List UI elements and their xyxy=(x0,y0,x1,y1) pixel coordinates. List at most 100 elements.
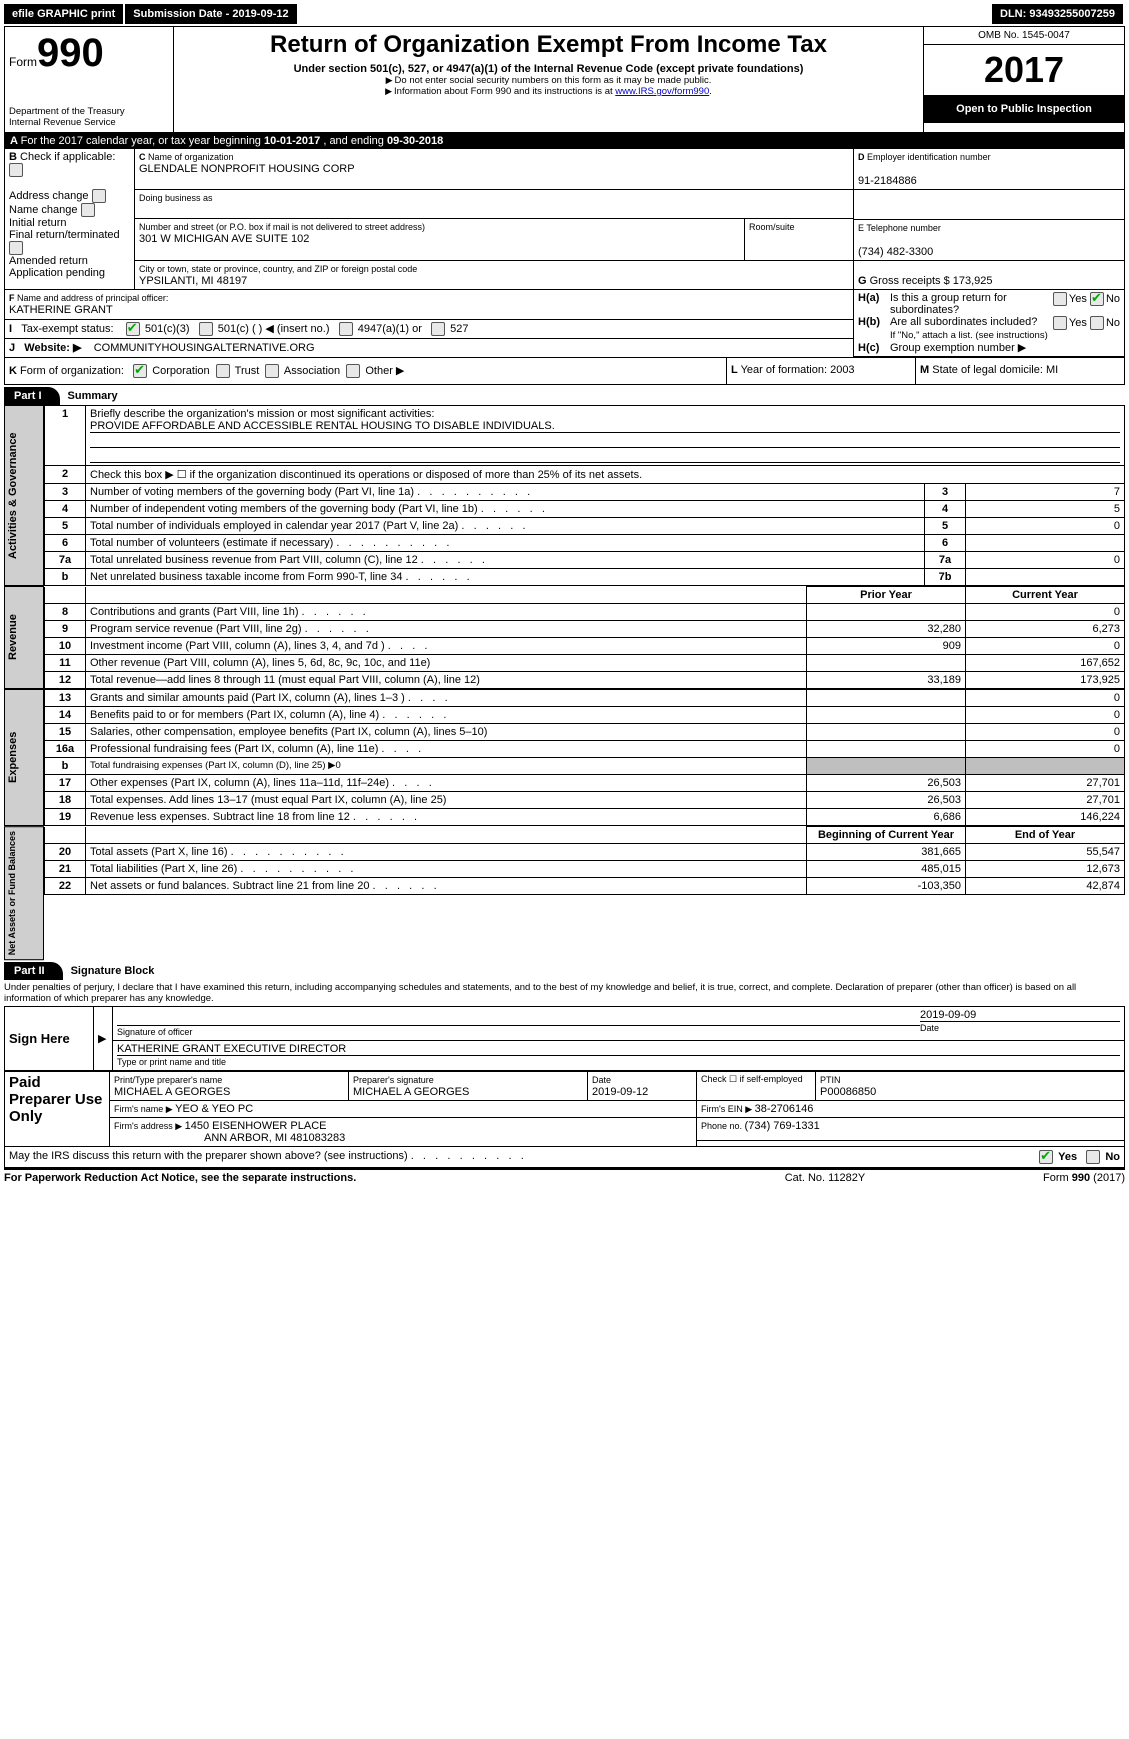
opt-trust: Trust xyxy=(235,365,260,377)
website-value: COMMUNITYHOUSINGALTERNATIVE.ORG xyxy=(94,342,315,354)
section-c-name: C Name of organization GLENDALE NONPROFI… xyxy=(135,149,854,190)
firm-name-label: Firm's name ▶ xyxy=(114,1104,175,1114)
sign-here-label: Sign Here xyxy=(5,1007,94,1071)
app-pending-row: Application pending xyxy=(9,267,130,279)
opt-501c3: 501(c)(3) xyxy=(145,323,190,335)
table-row: 22Net assets or fund balances. Subtract … xyxy=(45,878,1125,895)
h-a-label: Is this a group return for subordinates? xyxy=(890,292,1053,316)
table-row: 3Number of voting members of the governi… xyxy=(45,484,1125,501)
entity-info-grid: B Check if applicable: Address change Na… xyxy=(4,149,1125,358)
no-label-2: No xyxy=(1106,317,1120,329)
org-name-value: GLENDALE NONPROFIT HOUSING CORP xyxy=(139,163,355,175)
l16a-curr: 0 xyxy=(966,741,1125,758)
l7b-val xyxy=(966,569,1125,586)
l4-val: 5 xyxy=(966,501,1125,518)
l6-box: 6 xyxy=(925,535,966,552)
name-change-checkbox[interactable] xyxy=(81,203,95,217)
section-g: G Gross receipts $ 173,925 xyxy=(854,261,1124,290)
officer-name-value: KATHERINE GRANT EXECUTIVE DIRECTOR xyxy=(117,1043,1120,1056)
vlabel-activities: Activities & Governance xyxy=(4,405,44,586)
l7a-box: 7a xyxy=(925,552,966,569)
line2-text: Check this box ▶ ☐ if the organization d… xyxy=(86,466,1125,484)
street-value: 301 W MICHIGAN AVE SUITE 102 xyxy=(139,233,309,245)
l20-curr: 55,547 xyxy=(966,844,1125,861)
501c3-checkbox[interactable] xyxy=(126,322,140,336)
final-return-checkbox[interactable] xyxy=(9,241,23,255)
section-klm: K Form of organization: Corporation Trus… xyxy=(4,358,1125,385)
summary-revenue: Revenue Prior Year Current Year 8Contrib… xyxy=(4,586,1125,689)
part-i-tab: Part I xyxy=(4,387,60,405)
addr-change-checkbox[interactable] xyxy=(92,189,106,203)
trust-checkbox[interactable] xyxy=(216,364,230,378)
l12-prior: 33,189 xyxy=(807,672,966,689)
l7b-box: 7b xyxy=(925,569,966,586)
l13-text: Grants and similar amounts paid (Part IX… xyxy=(90,692,405,704)
l15-text: Salaries, other compensation, employee b… xyxy=(90,726,487,738)
l14-prior xyxy=(807,707,966,724)
ha-yes-checkbox[interactable] xyxy=(1053,292,1067,306)
hb-no-checkbox[interactable] xyxy=(1090,316,1104,330)
addr-change-label: Address change xyxy=(9,190,89,202)
ptin-value: P00086850 xyxy=(820,1086,876,1098)
other-checkbox[interactable] xyxy=(346,364,360,378)
self-employed-label: Check ☐ if self-employed xyxy=(697,1072,816,1101)
discuss-label: May the IRS discuss this return with the… xyxy=(9,1150,408,1162)
501c-checkbox[interactable] xyxy=(199,322,213,336)
527-checkbox[interactable] xyxy=(431,322,445,336)
gross-receipts-value: 173,925 xyxy=(953,275,993,287)
l17-prior: 26,503 xyxy=(807,775,966,792)
l10-curr: 0 xyxy=(966,638,1125,655)
part-ii-tab: Part II xyxy=(4,962,63,980)
submission-date-value: 2019-09-12 xyxy=(232,8,288,20)
tax-year: 2017 xyxy=(924,45,1124,95)
l14-curr: 0 xyxy=(966,707,1125,724)
name-change-row: Name change xyxy=(9,203,130,217)
corp-checkbox[interactable] xyxy=(133,364,147,378)
l4-text: Number of independent voting members of … xyxy=(90,503,478,515)
section-a-strip: A For the 2017 calendar year, or tax yea… xyxy=(4,133,1125,149)
firm-addr-label: Firm's address ▶ xyxy=(114,1121,185,1131)
phone-value: (734) 482-3300 xyxy=(858,246,933,258)
l9-curr: 6,273 xyxy=(966,621,1125,638)
efile-print[interactable]: efile GRAPHIC print xyxy=(4,4,125,24)
l20-prior: 381,665 xyxy=(807,844,966,861)
check-applicable-box[interactable] xyxy=(9,163,23,177)
l11-prior xyxy=(807,655,966,672)
discuss-no-checkbox[interactable] xyxy=(1086,1150,1100,1164)
yes-label-2: Yes xyxy=(1069,317,1087,329)
l11-curr: 167,652 xyxy=(966,655,1125,672)
part-ii-header: Part II Signature Block xyxy=(4,962,1125,980)
prep-date-label: Date xyxy=(592,1075,611,1085)
amended-return-row: Amended return xyxy=(9,255,130,267)
assoc-checkbox[interactable] xyxy=(265,364,279,378)
gross-receipts-label: Gross receipts $ xyxy=(870,275,953,287)
section-h: H(a) Is this a group return for subordin… xyxy=(854,290,1124,357)
firm-ein-value: 38-2706146 xyxy=(755,1103,814,1115)
ha-no-checkbox[interactable] xyxy=(1090,292,1104,306)
prep-date-value: 2019-09-12 xyxy=(592,1086,648,1098)
table-row: 17Other expenses (Part IX, column (A), l… xyxy=(45,775,1125,792)
footer-year: 2017 xyxy=(1097,1172,1121,1184)
prep-name-value: MICHAEL A GEORGES xyxy=(114,1086,230,1098)
4947-checkbox[interactable] xyxy=(339,322,353,336)
irs-link[interactable]: www.IRS.gov/form990 xyxy=(615,86,709,97)
table-row: 9Program service revenue (Part VIII, lin… xyxy=(45,621,1125,638)
l18-prior: 26,503 xyxy=(807,792,966,809)
l13-prior xyxy=(807,690,966,707)
l16a-prior xyxy=(807,741,966,758)
table-row: 4Number of independent voting members of… xyxy=(45,501,1125,518)
prep-name-label: Print/Type preparer's name xyxy=(114,1075,222,1085)
omb-number: OMB No. 1545-0047 xyxy=(924,27,1124,45)
table-row: 16aProfessional fundraising fees (Part I… xyxy=(45,741,1125,758)
paid-preparer-label: Paid Preparer Use Only xyxy=(5,1072,110,1147)
l15-prior xyxy=(807,724,966,741)
website-label: Website: ▶ xyxy=(24,342,81,354)
discuss-yes-checkbox[interactable] xyxy=(1039,1150,1053,1164)
hb-yes-checkbox[interactable] xyxy=(1053,316,1067,330)
h-b-label: Are all subordinates included? xyxy=(890,316,1053,330)
ein-value: 91-2184886 xyxy=(858,175,917,187)
dln: DLN: 93493255007259 xyxy=(992,4,1125,24)
l5-text: Total number of individuals employed in … xyxy=(90,520,458,532)
l18-text: Total expenses. Add lines 13–17 (must eq… xyxy=(90,794,446,806)
prep-sig-value: MICHAEL A GEORGES xyxy=(353,1086,469,1098)
